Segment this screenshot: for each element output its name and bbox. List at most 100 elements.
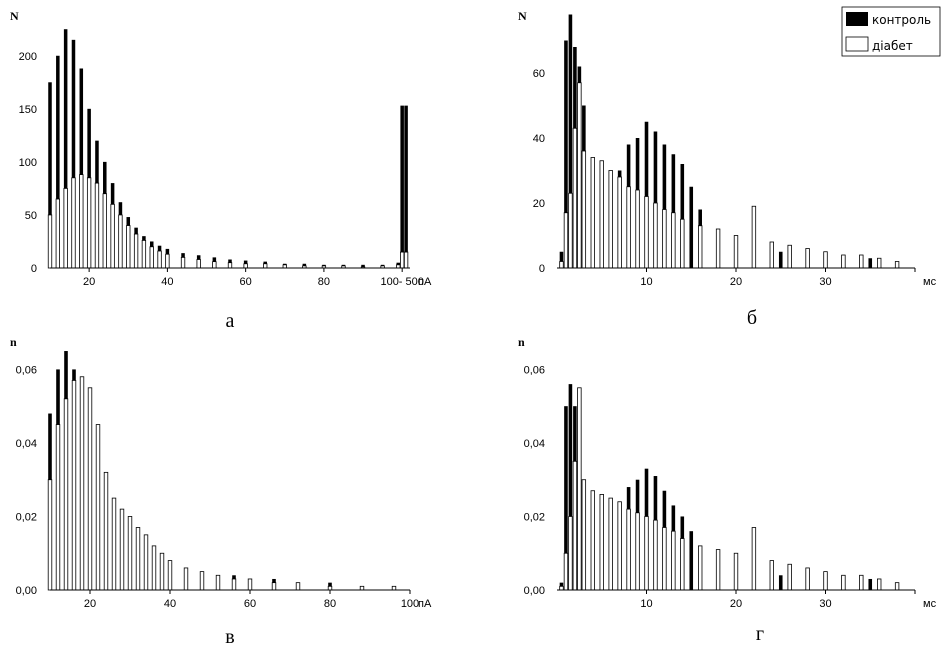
x-tick-label: 30 <box>819 598 831 610</box>
bar-diabetes <box>87 387 93 591</box>
bar-diabetes <box>110 203 115 269</box>
bar-diabetes <box>359 585 365 591</box>
panel-letter-a: а <box>226 310 235 332</box>
bar-diabetes <box>805 248 810 269</box>
bar-diabetes <box>751 205 757 269</box>
bar-diabetes <box>581 479 587 591</box>
y-tick-label: 0,02 <box>524 511 545 523</box>
bar-diabetes <box>653 519 658 591</box>
bar-diabetes <box>769 241 774 269</box>
bar-diabetes <box>698 225 703 269</box>
bar-diabetes <box>247 578 253 591</box>
y-tick-label: 0,04 <box>524 438 545 450</box>
bar-diabetes <box>94 182 100 269</box>
bar-control <box>559 251 564 268</box>
y-tick-label: 0,06 <box>524 364 545 376</box>
bar-diabetes <box>111 497 117 591</box>
bar-diabetes <box>63 398 69 591</box>
bar-diabetes <box>119 508 125 591</box>
y-tick-label: 0,00 <box>524 585 545 597</box>
bar-diabetes <box>568 516 573 591</box>
bar-diabetes <box>271 582 277 591</box>
bar-diabetes <box>635 189 640 269</box>
bar-diabetes <box>63 188 68 269</box>
x-tick-label: 60 <box>244 598 256 610</box>
bar-control <box>564 40 568 268</box>
bar-diabetes <box>577 387 582 591</box>
bar-control <box>868 258 873 268</box>
bar-diabetes <box>671 530 676 591</box>
x-tick-label: 100 <box>401 598 419 610</box>
bar-control <box>400 105 404 268</box>
bar-diabetes <box>71 380 77 591</box>
x-tick-label: 10 <box>640 598 652 610</box>
bar-diabetes <box>626 508 631 591</box>
bar-diabetes <box>653 202 658 269</box>
bars-group <box>559 384 900 591</box>
bar-diabetes <box>165 253 170 269</box>
y-tick-label: 20 <box>533 198 545 210</box>
bar-diabetes <box>787 244 792 269</box>
x-unit-label: пА <box>418 598 432 610</box>
bar-diabetes <box>608 497 613 591</box>
bar-control <box>568 14 573 268</box>
bars-group <box>47 29 409 269</box>
bar-diabetes <box>805 567 810 591</box>
bar-diabetes <box>199 571 205 591</box>
panel-letter-g: г <box>756 623 764 645</box>
bar-diabetes <box>55 424 61 591</box>
bar-diabetes <box>769 560 774 591</box>
bar-control <box>662 144 667 268</box>
bar-diabetes <box>212 261 217 269</box>
bar-diabetes <box>143 534 149 591</box>
bar-diabetes <box>559 585 564 591</box>
y-tick-label: 0,00 <box>16 585 37 597</box>
legend-swatch-diabetes <box>845 36 869 52</box>
x-unit-label: пА <box>418 276 432 288</box>
bar-diabetes <box>617 501 622 591</box>
bar-control <box>48 82 52 268</box>
bar-diabetes <box>167 560 173 591</box>
bar-diabetes <box>149 246 154 269</box>
x-tick-label: 10 <box>640 276 652 288</box>
bar-diabetes <box>698 545 703 591</box>
bar-diabetes <box>126 225 131 269</box>
bar-diabetes <box>127 516 133 591</box>
bar-diabetes <box>680 538 685 591</box>
x-tick-label: 100- 500 <box>380 276 423 288</box>
bar-control <box>644 121 649 268</box>
panel-letter-b: б <box>747 307 757 329</box>
bar-control <box>689 531 694 590</box>
bar-control <box>568 384 573 590</box>
bar-diabetes <box>626 186 631 269</box>
x-tick-label: 20 <box>83 276 95 288</box>
legend-swatch-control <box>846 12 868 26</box>
bar-diabetes <box>671 212 676 269</box>
bar-control <box>56 55 60 269</box>
bar-diabetes <box>559 261 564 269</box>
bar-diabetes <box>157 250 162 269</box>
bar-diabetes <box>183 567 189 591</box>
bar-diabetes <box>47 479 53 591</box>
x-tick-label: 20 <box>730 276 742 288</box>
bar-diabetes <box>599 160 604 269</box>
bar-diabetes <box>79 376 85 591</box>
y-tick-label: 60 <box>533 68 545 80</box>
bar-control <box>653 131 658 268</box>
bar-diabetes <box>680 218 685 269</box>
bar-diabetes <box>662 527 667 591</box>
bar-diabetes <box>590 490 595 591</box>
y-axis-label: N <box>10 9 19 23</box>
bar-diabetes <box>751 527 757 591</box>
bar-control <box>778 575 783 590</box>
bar-diabetes <box>590 157 595 269</box>
panel-g: 10 20 30 мс 0,00 0,02 0,04 0,06 n <box>518 335 937 610</box>
bar-diabetes <box>644 516 649 591</box>
bar-diabetes <box>733 552 739 591</box>
bar-diabetes <box>823 571 828 591</box>
bar-diabetes <box>327 585 333 591</box>
bar-diabetes <box>787 563 792 591</box>
bar-diabetes <box>877 578 882 591</box>
